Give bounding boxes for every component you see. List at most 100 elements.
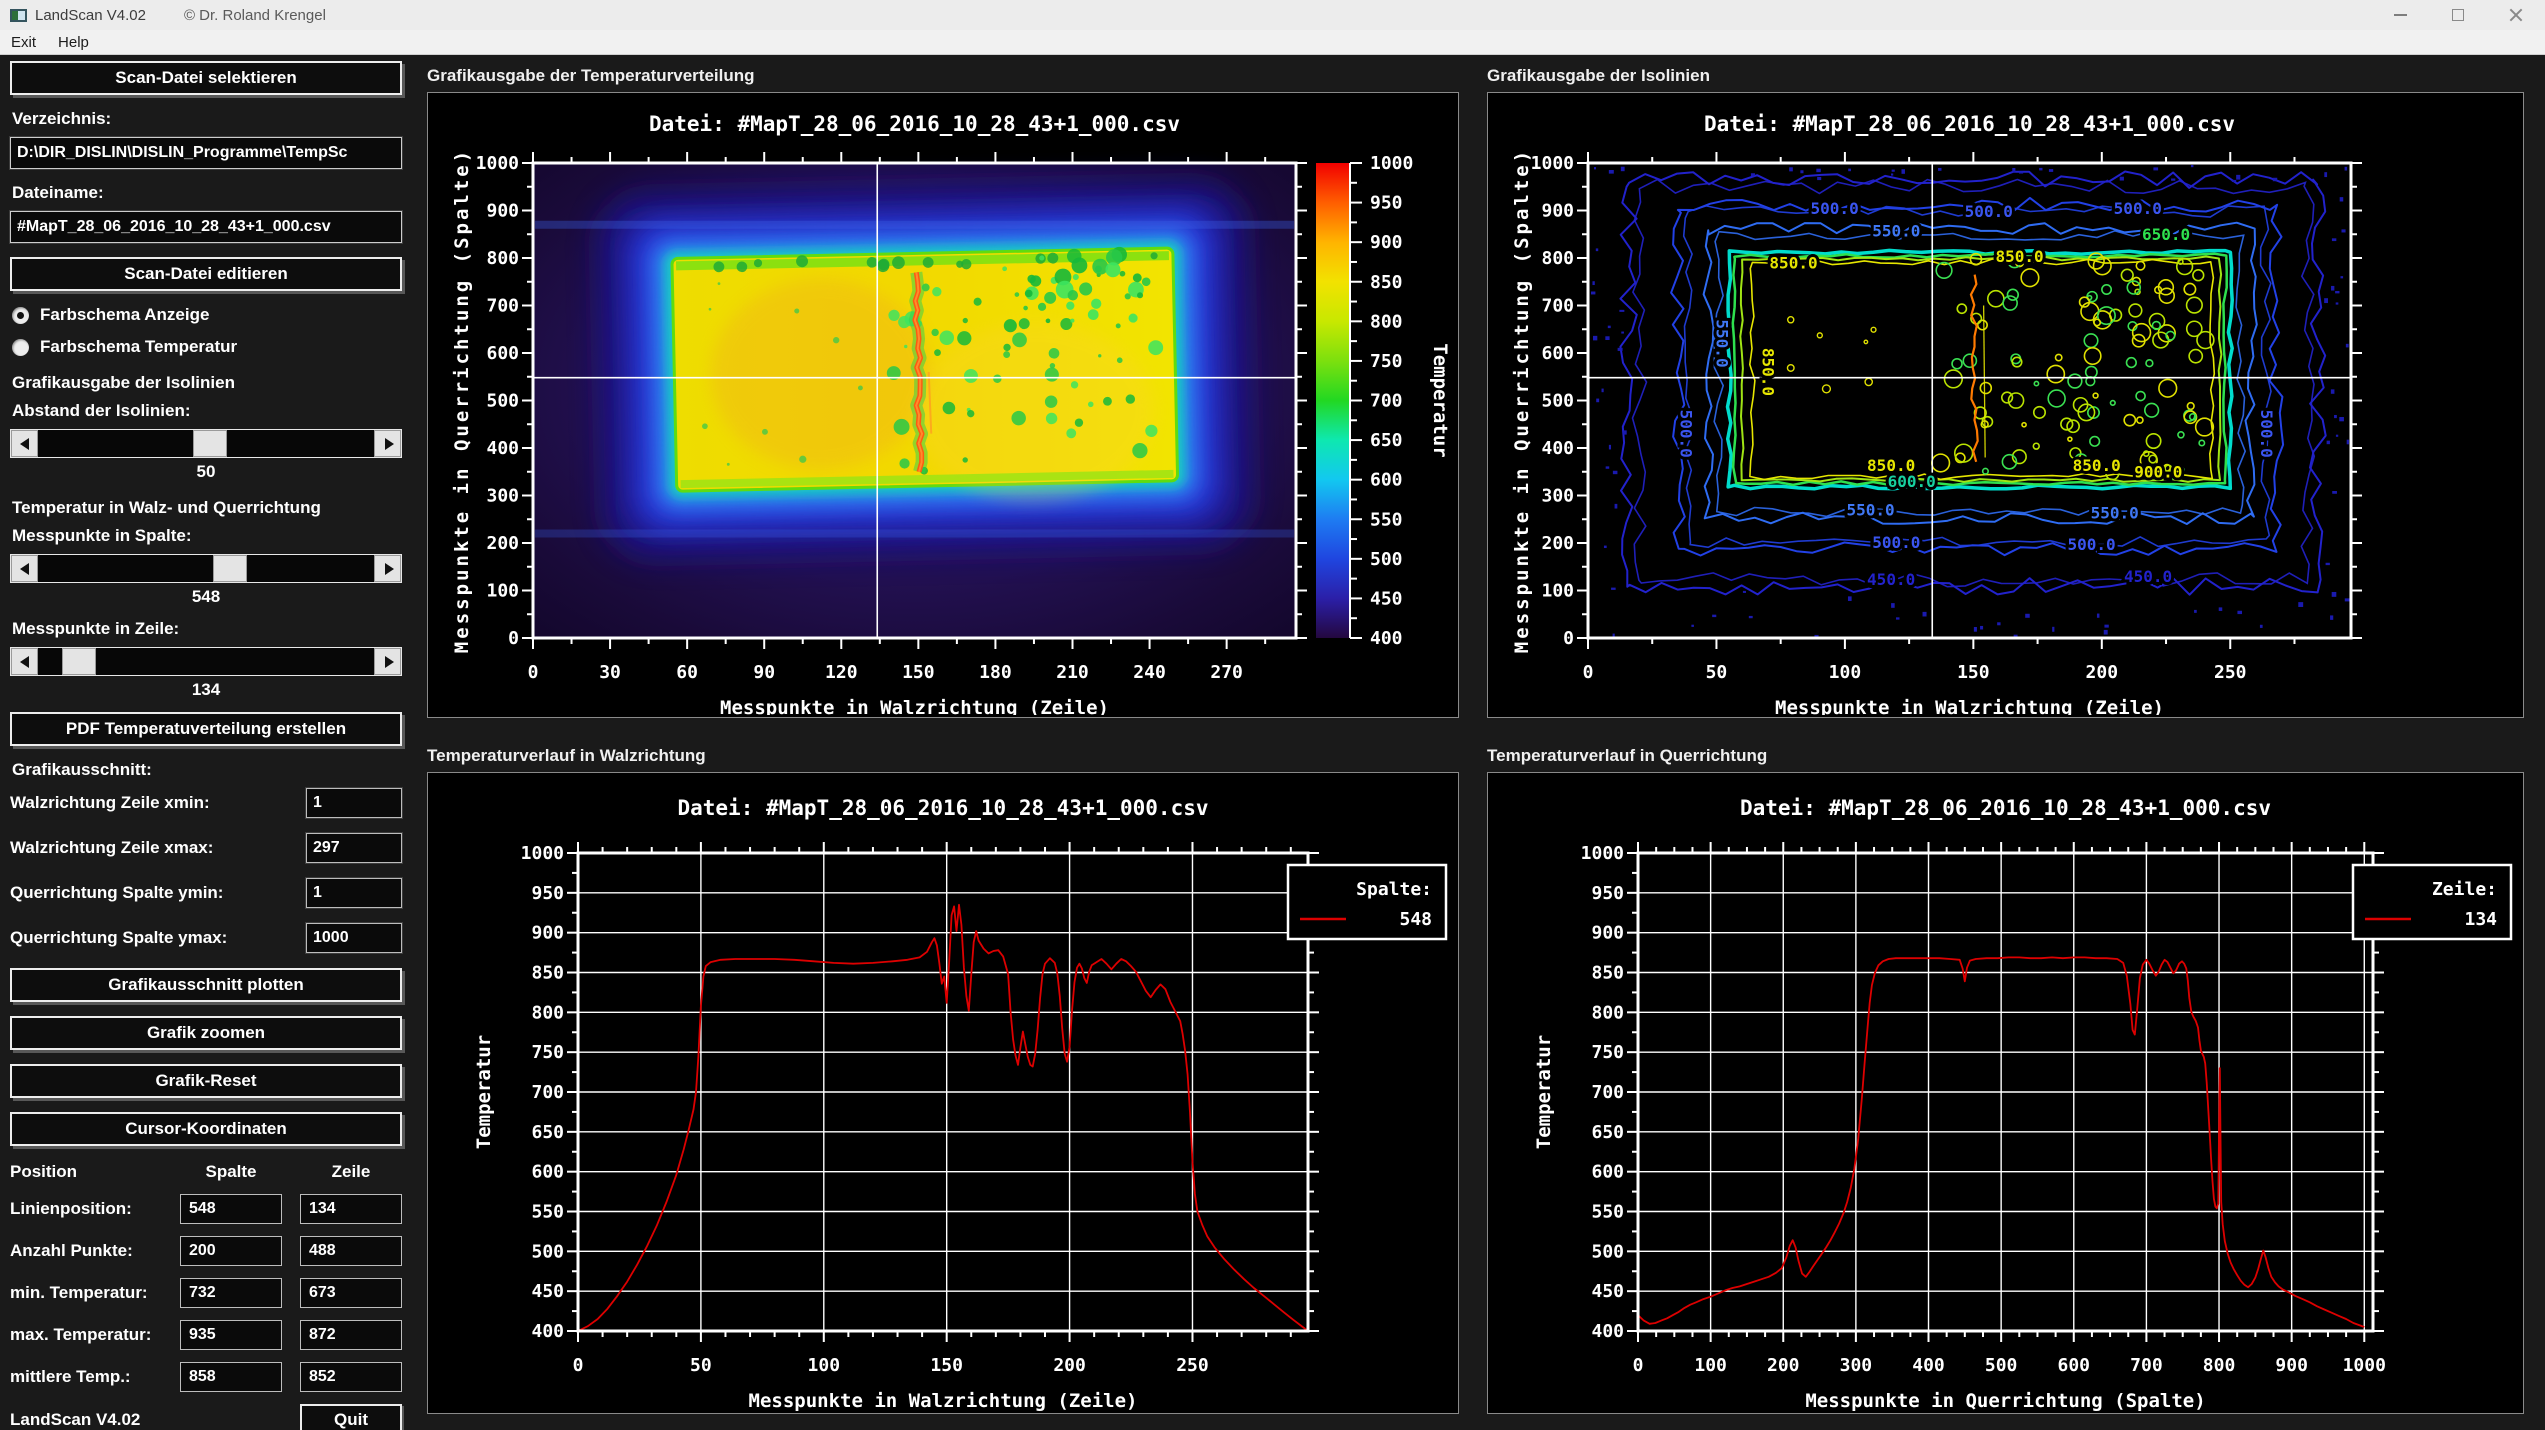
col-slider-value: 548: [10, 587, 402, 607]
xmax-input[interactable]: [306, 833, 402, 863]
slider-left-arrow-icon[interactable]: [11, 555, 38, 582]
client-area: Scan-Datei selektieren Verzeichnis: Date…: [0, 55, 2545, 1430]
slider-thumb[interactable]: [213, 555, 247, 582]
ymin-input[interactable]: [306, 878, 402, 908]
quer-profile-plot[interactable]: 0100200300400500600700800900100040045050…: [1488, 773, 2521, 1411]
svg-text:500: 500: [1541, 391, 1574, 412]
svg-text:900: 900: [2275, 1355, 2308, 1376]
col-slider[interactable]: [10, 554, 402, 583]
svg-text:150: 150: [1957, 662, 1990, 683]
svg-text:500.0: 500.0: [2067, 535, 2115, 554]
svg-text:Messpunkte in Walzrichtung (Ze: Messpunkte in Walzrichtung (Zeile): [749, 1390, 1138, 1411]
position-table: Position Spalte Zeile Linienposition: An…: [10, 1162, 402, 1430]
menu-exit[interactable]: Exit: [0, 34, 47, 51]
slider-thumb[interactable]: [193, 430, 227, 457]
slider-track[interactable]: [38, 430, 374, 457]
quit-button[interactable]: Quit: [300, 1404, 402, 1430]
edit-scan-file-button[interactable]: Scan-Datei editieren: [10, 257, 402, 291]
cursor-coordinates-button[interactable]: Cursor-Koordinaten: [10, 1112, 402, 1146]
svg-text:400: 400: [1370, 628, 1403, 649]
slider-track[interactable]: [38, 648, 374, 675]
svg-text:Spalte:: Spalte:: [1356, 879, 1432, 900]
filename-label: Dateiname:: [12, 183, 402, 203]
svg-text:Messpunkte in Walzrichtung (Ze: Messpunkte in Walzrichtung (Zeile): [1775, 697, 2164, 715]
svg-text:750: 750: [531, 1042, 564, 1063]
slider-track[interactable]: [38, 555, 374, 582]
svg-text:500.0: 500.0: [2114, 199, 2162, 218]
zoom-graphic-button[interactable]: Grafik zoomen: [10, 1016, 402, 1050]
plot-clip-button[interactable]: Grafikausschnitt plotten: [10, 968, 402, 1002]
row-label: max. Temperatur:: [10, 1325, 162, 1345]
radio-farbschema-anzeige[interactable]: Farbschema Anzeige: [12, 305, 402, 325]
svg-text:240: 240: [1133, 662, 1166, 683]
menu-help[interactable]: Help: [47, 34, 100, 51]
reset-graphic-button[interactable]: Grafik-Reset: [10, 1064, 402, 1098]
window-copyright: © Dr. Roland Krengel: [184, 7, 326, 24]
svg-text:1000: 1000: [1370, 153, 1413, 174]
svg-text:Datei: #MapT_28_06_2016_10_28_: Datei: #MapT_28_06_2016_10_28_43+1_000.c…: [677, 796, 1208, 820]
radio-farbschema-temperatur[interactable]: Farbschema Temperatur: [12, 337, 402, 357]
svg-text:550: 550: [1591, 1202, 1624, 1223]
bl-panel-header: Temperaturverlauf in Walzrichtung: [427, 746, 706, 766]
svg-text:0: 0: [1563, 628, 1574, 649]
ymax-input[interactable]: [306, 923, 402, 953]
walz-profile-plot[interactable]: 0501001502002504004505005506006507007508…: [428, 773, 1456, 1411]
svg-text:500: 500: [486, 391, 519, 412]
slider-right-arrow-icon[interactable]: [374, 648, 401, 675]
svg-text:120: 120: [825, 662, 858, 683]
filename-input[interactable]: [10, 211, 402, 243]
xmin-input[interactable]: [306, 788, 402, 818]
title-bar: LandScan V4.02 © Dr. Roland Krengel: [0, 0, 2545, 30]
svg-text:Messpunkte in Querrichtung (Sp: Messpunkte in Querrichtung (Spalte): [1511, 148, 1533, 653]
svg-text:550.0: 550.0: [1847, 500, 1895, 519]
svg-text:50: 50: [690, 1355, 712, 1376]
walz-profile-panel: 0501001502002504004505005506006507007508…: [427, 772, 1459, 1414]
col-slider-label: Messpunkte in Spalte:: [12, 526, 402, 546]
pdf-button[interactable]: PDF Temperatuverteilung erstellen: [10, 712, 402, 746]
slider-left-arrow-icon[interactable]: [11, 430, 38, 457]
svg-text:550: 550: [531, 1202, 564, 1223]
row-slider[interactable]: [10, 647, 402, 676]
isolines-panel: 500.0500.0500.0550.0650.0850.0850.0550.0…: [1487, 92, 2524, 718]
clip-row: Walzrichtung Zeile xmin:: [10, 788, 402, 818]
svg-text:400: 400: [531, 1321, 564, 1342]
close-button[interactable]: [2487, 0, 2545, 30]
isolines-plot[interactable]: 500.0500.0500.0550.0650.0850.0850.0550.0…: [1488, 93, 2521, 715]
close-icon: [2509, 8, 2523, 22]
temperature-map-plot[interactable]: 0306090120150180210240270010020030040050…: [428, 93, 1456, 715]
max-temp-zeile: [300, 1320, 402, 1350]
svg-text:100: 100: [1694, 1355, 1727, 1376]
svg-text:900: 900: [531, 923, 564, 944]
row-label: min. Temperatur:: [10, 1283, 162, 1303]
xmax-label: Walzrichtung Zeile xmax:: [10, 838, 306, 858]
iso-spacing-value: 50: [10, 462, 402, 482]
svg-text:900.0: 900.0: [2134, 462, 2182, 481]
svg-text:548: 548: [1399, 909, 1432, 930]
slider-thumb[interactable]: [62, 648, 96, 675]
svg-text:550: 550: [1370, 509, 1403, 530]
iso-spacing-slider[interactable]: [10, 429, 402, 458]
directory-input[interactable]: [10, 137, 402, 169]
svg-text:700: 700: [1541, 296, 1574, 317]
version-label: LandScan V4.02: [10, 1410, 162, 1430]
restore-button[interactable]: [2429, 0, 2487, 30]
svg-text:450: 450: [531, 1281, 564, 1302]
svg-text:300: 300: [486, 486, 519, 507]
svg-text:950: 950: [531, 883, 564, 904]
minimize-button[interactable]: [2371, 0, 2429, 30]
slider-left-arrow-icon[interactable]: [11, 648, 38, 675]
directory-label: Verzeichnis:: [12, 109, 402, 129]
select-scan-file-button[interactable]: Scan-Datei selektieren: [10, 61, 402, 95]
svg-text:650: 650: [531, 1122, 564, 1143]
min-temp-spalte: [180, 1278, 282, 1308]
svg-text:550.0: 550.0: [1872, 222, 1920, 241]
svg-text:800: 800: [486, 248, 519, 269]
svg-text:200: 200: [1541, 533, 1574, 554]
radio-label: Farbschema Temperatur: [40, 337, 237, 357]
svg-text:Datei: #MapT_28_06_2016_10_28_: Datei: #MapT_28_06_2016_10_28_43+1_000.c…: [1740, 796, 2271, 820]
svg-text:550.0: 550.0: [1712, 319, 1731, 367]
row-label: Anzahl Punkte:: [10, 1241, 162, 1261]
slider-right-arrow-icon[interactable]: [374, 430, 401, 457]
svg-text:134: 134: [2464, 909, 2497, 930]
slider-right-arrow-icon[interactable]: [374, 555, 401, 582]
